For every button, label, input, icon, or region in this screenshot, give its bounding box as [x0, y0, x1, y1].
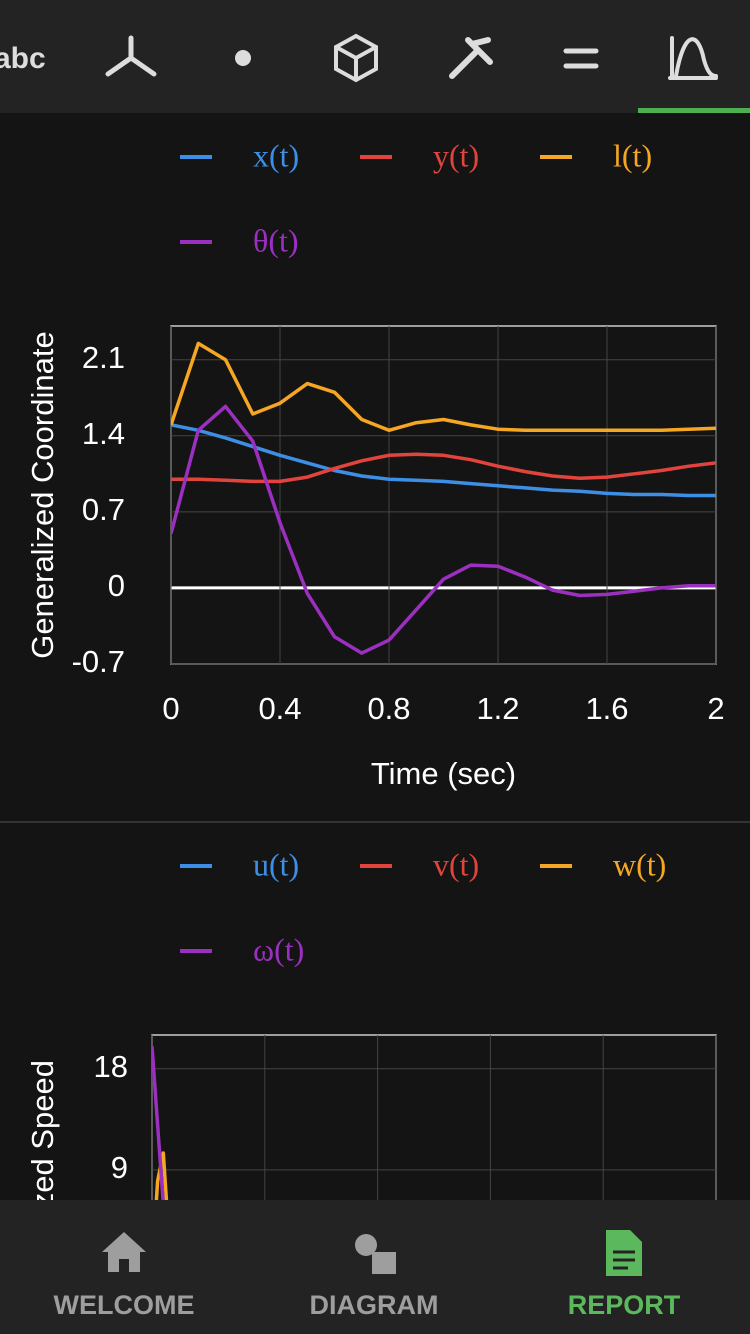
top-toolbar: abc: [0, 0, 750, 113]
x-tick-label: 1.2: [476, 691, 519, 726]
legend-label[interactable]: ω(t): [253, 931, 304, 967]
legend-label[interactable]: w(t): [613, 846, 666, 882]
series-line: [171, 452, 716, 484]
legend-label[interactable]: v(t): [433, 846, 479, 882]
report-doc-lines: [613, 1250, 635, 1270]
nav-label[interactable]: REPORT: [568, 1290, 681, 1320]
x-axis-label: Time (sec): [371, 756, 516, 791]
x-tick-label: 0.8: [367, 691, 410, 726]
legend-label[interactable]: x(t): [253, 137, 299, 173]
diagram-icon-square: [372, 1252, 396, 1274]
hammer-icon[interactable]: [449, 37, 493, 79]
x-tick-label: 2: [707, 691, 724, 726]
point-icon[interactable]: [235, 50, 251, 66]
series-line: [171, 341, 716, 433]
nav-label[interactable]: WELCOME: [54, 1290, 195, 1320]
y-tick-label: 2.1: [82, 340, 125, 375]
active-tab-indicator: [638, 108, 750, 113]
y-tick-label: 0.7: [82, 492, 125, 527]
nav-label[interactable]: DIAGRAM: [310, 1290, 439, 1320]
axes-icon[interactable]: [105, 35, 157, 77]
y-tick-label: 18: [94, 1049, 128, 1084]
toolbar-icons: [105, 33, 718, 83]
legend-label[interactable]: θ(t): [253, 222, 299, 258]
y-tick-label: -0.7: [72, 644, 125, 679]
y-axis-label: Generalized Coordinate: [25, 331, 60, 658]
series-line: [171, 423, 716, 498]
y-tick-label: 9: [111, 1150, 128, 1185]
x-tick-label: 0: [162, 691, 179, 726]
report-icon[interactable]: [668, 36, 718, 80]
x-tick-label: 0.4: [258, 691, 301, 726]
bottom-nav: WELCOME DIAGRAM REPORT: [0, 1200, 750, 1334]
equations-icon[interactable]: [563, 48, 599, 69]
legend-label[interactable]: y(t): [433, 137, 479, 173]
x-tick-label: 1.6: [585, 691, 628, 726]
body-icon[interactable]: [334, 33, 378, 83]
y-tick-label: 1.4: [82, 416, 125, 451]
home-icon: [102, 1232, 146, 1272]
toolbar-tab-text[interactable]: abc: [0, 42, 46, 75]
diagram-icon: [355, 1234, 377, 1256]
legend-label[interactable]: l(t): [613, 137, 652, 173]
y-tick-label: 0: [108, 568, 125, 603]
legend-label[interactable]: u(t): [253, 846, 299, 882]
series-line: [171, 404, 716, 655]
